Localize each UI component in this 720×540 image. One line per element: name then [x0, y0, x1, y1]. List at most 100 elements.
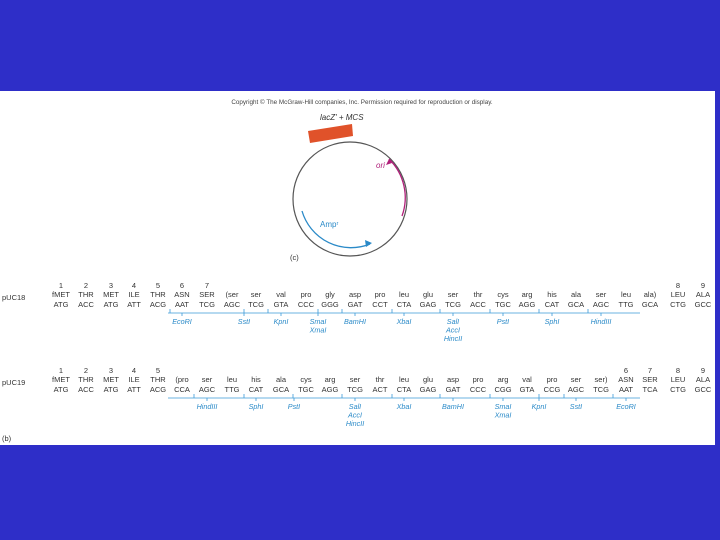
ori-arrow	[388, 158, 406, 217]
puc18-codon-number: 4	[132, 281, 136, 290]
puc18-codon: TCG	[445, 300, 461, 309]
puc19-restriction-site: SmaI	[495, 402, 512, 411]
puc19-codon: ATG	[104, 385, 119, 394]
puc18-codon-number: 1	[59, 281, 63, 290]
puc19-codon: TCG	[593, 385, 609, 394]
puc19-amino-acid: thr	[376, 375, 385, 384]
puc18-amino-acid: ASN	[174, 290, 189, 299]
puc19-restriction-site: HincII	[346, 419, 364, 428]
puc19-amino-acid: SER	[642, 375, 658, 384]
puc18-amino-acid: glu	[423, 290, 433, 299]
puc18-codon: GCA	[642, 300, 658, 309]
puc18-restriction-site: HincII	[444, 334, 462, 343]
puc18-restriction-site: PstI	[497, 317, 509, 326]
puc18-amino-acid: ala)	[644, 290, 657, 299]
puc19-codon: AGC	[568, 385, 585, 394]
puc19-codon: GCC	[695, 385, 712, 394]
puc19-codon: ATT	[127, 385, 141, 394]
puc18-codon-number: 6	[180, 281, 184, 290]
puc18-amino-acid: ala	[571, 290, 582, 299]
puc19-codon: ACT	[373, 385, 388, 394]
puc18-codon: ATT	[127, 300, 141, 309]
puc18-codon-number: 7	[205, 281, 209, 290]
puc18-codon: CAT	[545, 300, 560, 309]
puc19-amino-acid: leu	[399, 375, 409, 384]
puc19-amino-acid: ser)	[595, 375, 608, 384]
puc18-codon: CTG	[670, 300, 686, 309]
puc19-codon: CTG	[670, 385, 686, 394]
puc18-codon: AGG	[519, 300, 536, 309]
puc19-restriction-site: XmaI	[494, 411, 512, 420]
lacz-mcs-label: lacZ' + MCS	[320, 113, 364, 122]
puc18-amino-acid: ALA	[696, 290, 710, 299]
puc18-amino-acid: arg	[522, 290, 533, 299]
puc18-codon-number: 5	[156, 281, 160, 290]
puc19-codon: CGG	[494, 385, 511, 394]
panel-c-label: (c)	[290, 253, 299, 262]
puc18-codon: AAT	[175, 300, 189, 309]
puc19-amino-acid: (pro	[175, 375, 188, 384]
puc19-codon-number: 2	[84, 366, 88, 375]
puc19-amino-acid: THR	[150, 375, 166, 384]
puc18-codon: TTG	[619, 300, 634, 309]
puc18-codon: ATG	[54, 300, 69, 309]
panel-b-label: (b)	[2, 434, 12, 443]
puc19-sequence: pUC19 1 2 3 4 5 6 7 8 9 fMET THR MET ILE THR (pro ser le…	[2, 366, 712, 428]
puc18-codon: GAG	[420, 300, 437, 309]
puc19-codon: GAT	[446, 385, 461, 394]
puc18-amino-acid: ILE	[128, 290, 139, 299]
puc18-restriction-site: XbaI	[396, 317, 412, 326]
puc19-amino-acid: ala	[276, 375, 287, 384]
puc19-codon: CCC	[470, 385, 487, 394]
amp-arrowhead-icon	[365, 240, 372, 247]
puc19-amino-acid: LEU	[671, 375, 686, 384]
puc18-codon: ACC	[78, 300, 94, 309]
puc18-amino-acid: THR	[78, 290, 94, 299]
puc19-restriction-site: HindIII	[197, 402, 218, 411]
puc19-codon-number: 8	[676, 366, 680, 375]
puc19-amino-acid: ser	[571, 375, 582, 384]
amp-arrow	[301, 210, 371, 249]
puc19-label: pUC19	[2, 378, 25, 387]
puc18-amino-acid: pro	[301, 290, 312, 299]
puc19-codon: TCA	[643, 385, 658, 394]
puc18-amino-acid: asp	[349, 290, 361, 299]
puc18-codon: TCG	[248, 300, 264, 309]
puc18-codon: CCT	[372, 300, 388, 309]
amp-label: Ampʳ	[320, 220, 338, 229]
ori-label: ori	[376, 161, 385, 170]
ori-arrowhead-icon	[386, 159, 392, 165]
lacz-mcs-block	[308, 124, 353, 143]
puc18-amino-acid: ser	[251, 290, 262, 299]
puc18-restriction-site: SalI	[447, 317, 459, 326]
puc18-amino-acid: fMET	[52, 290, 70, 299]
puc18-codon-number: 9	[701, 281, 705, 290]
puc19-amino-acid: asp	[447, 375, 459, 384]
puc18-label: pUC18	[2, 293, 25, 302]
puc19-amino-acid: his	[251, 375, 261, 384]
puc19-codon: TTG	[225, 385, 240, 394]
puc18-restriction-site: EcoRI	[172, 317, 192, 326]
puc19-codon: AGG	[322, 385, 339, 394]
puc19-amino-acid: arg	[325, 375, 336, 384]
puc19-restriction-site: SstI	[570, 402, 582, 411]
puc18-codon: ACG	[150, 300, 166, 309]
puc18-codon: CCC	[298, 300, 315, 309]
puc19-restriction-site: SphI	[249, 402, 264, 411]
puc19-codon: CCG	[544, 385, 561, 394]
puc18-restriction-site: SphI	[545, 317, 560, 326]
puc18-amino-acid: leu	[621, 290, 631, 299]
puc19-codon: ACG	[150, 385, 166, 394]
puc18-codon: TGC	[495, 300, 511, 309]
puc-vector-figure: Copyright © The McGraw-Hill companies, I…	[2, 98, 712, 443]
puc19-restriction-site: XbaI	[396, 402, 412, 411]
puc18-amino-acid: (ser	[226, 290, 239, 299]
puc18-amino-acid: pro	[375, 290, 386, 299]
puc18-amino-acid: ser	[448, 290, 459, 299]
puc19-codon-number: 3	[109, 366, 113, 375]
plasmid-circle	[292, 141, 408, 257]
puc18-restriction-site: HindIII	[591, 317, 612, 326]
puc18-codon-number: 2	[84, 281, 88, 290]
puc18-codon: GGG	[321, 300, 339, 309]
puc18-amino-acid: cys	[497, 290, 509, 299]
